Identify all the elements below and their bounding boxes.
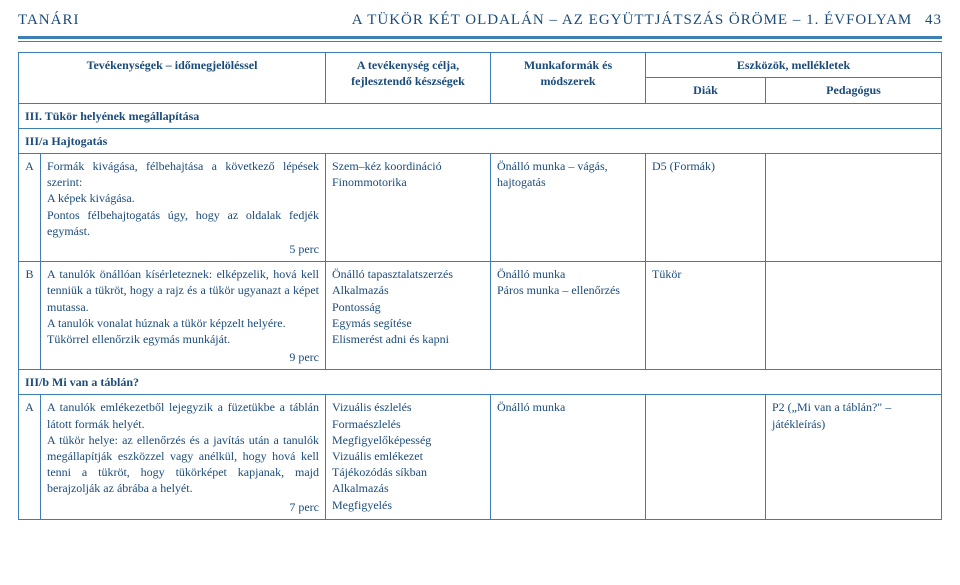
section-iiib-title: III/b Mi van a táblán? [19,370,942,395]
page-header: TANÁRI A TÜKÖR KÉT OLDALÁN – AZ EGYÜTTJÁ… [0,0,960,36]
page-number: 43 [925,12,942,28]
table-row: A Formák kivágása, félbehajtása a követk… [19,154,942,262]
row-goal: Önálló tapasztalatszerzésAlkalmazásPonto… [326,262,491,370]
table-row: B A tanulók önállóan kísérleteznek: elké… [19,262,942,370]
row-diak: Tükör [646,262,766,370]
row-activity-text: A tanulók emlékezetből lejegyzik a füzet… [47,400,319,495]
row-diak [646,395,766,519]
header-left: TANÁRI [18,10,79,30]
section-iiib-row: III/b Mi van a táblán? [19,370,942,395]
header-title: A TÜKÖR KÉT OLDALÁN – AZ EGYÜTTJÁTSZÁS Ö… [352,12,913,28]
header-right: A TÜKÖR KÉT OLDALÁN – AZ EGYÜTTJÁTSZÁS Ö… [352,10,942,30]
header-rule [0,36,960,52]
row-pedagogus: P2 („Mi van a táblán?" – játékleírás) [766,395,942,519]
row-goal: Szem–kéz koordinációFinommotorika [326,154,491,262]
row-label: B [19,262,41,370]
row-activity-text: Formák kivágása, félbehajtása a következ… [47,159,319,238]
row-methods: Önálló munka – vágás, hajtogatás [491,154,646,262]
row-pedagogus [766,154,942,262]
th-goal: A tevékenység célja, fejlesztendő készsé… [326,53,491,103]
th-tools-group: Eszközök, mellékletek [646,53,942,78]
row-activity: Formák kivágása, félbehajtása a következ… [41,154,326,262]
row-methods: Önálló munka [491,395,646,519]
section-iii-title: III. Tükör helyének megállapítása [19,103,942,128]
row-activity: A tanulók emlékezetből lejegyzik a füzet… [41,395,326,519]
th-activities: Tevékenységek – időmegjelöléssel [19,53,326,103]
section-iiia-row: III/a Hajtogatás [19,128,942,153]
row-time: 7 perc [47,499,319,515]
row-activity-text: A tanulók önállóan kísérleteznek: elképz… [47,267,319,346]
table-head-row-1: Tevékenységek – időmegjelöléssel A tevék… [19,53,942,78]
row-pedagogus [766,262,942,370]
row-time: 9 perc [47,349,319,365]
th-pedagogus: Pedagógus [766,78,942,103]
row-time: 5 perc [47,241,319,257]
row-goal: Vizuális észlelésFormaészlelésMegfigyelő… [326,395,491,519]
row-activity: A tanulók önállóan kísérleteznek: elképz… [41,262,326,370]
activities-table: Tevékenységek – időmegjelöléssel A tevék… [18,52,942,520]
th-diak: Diák [646,78,766,103]
row-diak: D5 (Formák) [646,154,766,262]
row-label: A [19,154,41,262]
row-label: A [19,395,41,519]
section-iiia-title: III/a Hajtogatás [19,128,942,153]
row-methods: Önálló munkaPáros munka – ellenőrzés [491,262,646,370]
th-methods: Munkaformák és módszerek [491,53,646,103]
section-iii-row: III. Tükör helyének megállapítása [19,103,942,128]
table-row: A A tanulók emlékezetből lejegyzik a füz… [19,395,942,519]
